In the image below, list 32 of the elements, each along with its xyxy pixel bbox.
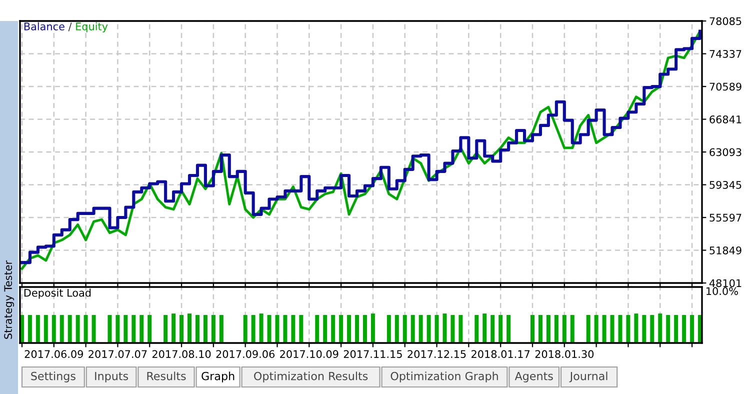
text: 10.0% xyxy=(706,287,738,296)
x-tick-label: 2017.07.07 xyxy=(88,350,147,358)
chart-title: Deposit Load xyxy=(24,288,91,299)
text: Settings xyxy=(31,372,76,382)
text: Strategy Tester xyxy=(4,260,14,339)
text: Graph xyxy=(202,372,234,382)
y-tick-label: 55597 xyxy=(710,214,742,222)
annotation: / xyxy=(68,22,72,32)
y-tick-label: 70589 xyxy=(710,82,742,91)
x-tick-label: 2017.08.10 xyxy=(152,350,211,358)
x-tick-label: 2017.12.15 xyxy=(408,350,466,358)
y-tick-label: 74337 xyxy=(710,50,742,58)
text: Journal xyxy=(569,372,608,382)
x-tick-label: 2017.06.09 xyxy=(24,350,83,358)
text: Equity xyxy=(76,22,108,32)
x-tick-label: 2017.09.06 xyxy=(216,350,275,358)
y-tick-label: 66841 xyxy=(710,115,742,124)
text: Optimization Results xyxy=(254,372,368,382)
text: Inputs xyxy=(95,372,128,382)
y-tick-label: 59345 xyxy=(710,180,742,189)
y-tick-label: 51849 xyxy=(710,246,742,254)
y-tick-label: 63093 xyxy=(710,148,742,156)
x-tick-label: 2018.01.17 xyxy=(472,350,530,358)
text: Agents xyxy=(514,372,553,382)
text: Balance xyxy=(24,22,64,30)
y-tick-label: 48101 xyxy=(709,279,742,288)
text: Optimization Graph xyxy=(390,372,498,382)
y-tick-label: 78085 xyxy=(710,17,742,26)
x-tick-label: 2017.10.09 xyxy=(280,350,338,358)
x-tick-label: 2017.11.15 xyxy=(344,350,402,358)
x-tick-label: 2018.01.30 xyxy=(535,350,594,358)
text: Results xyxy=(147,372,186,380)
